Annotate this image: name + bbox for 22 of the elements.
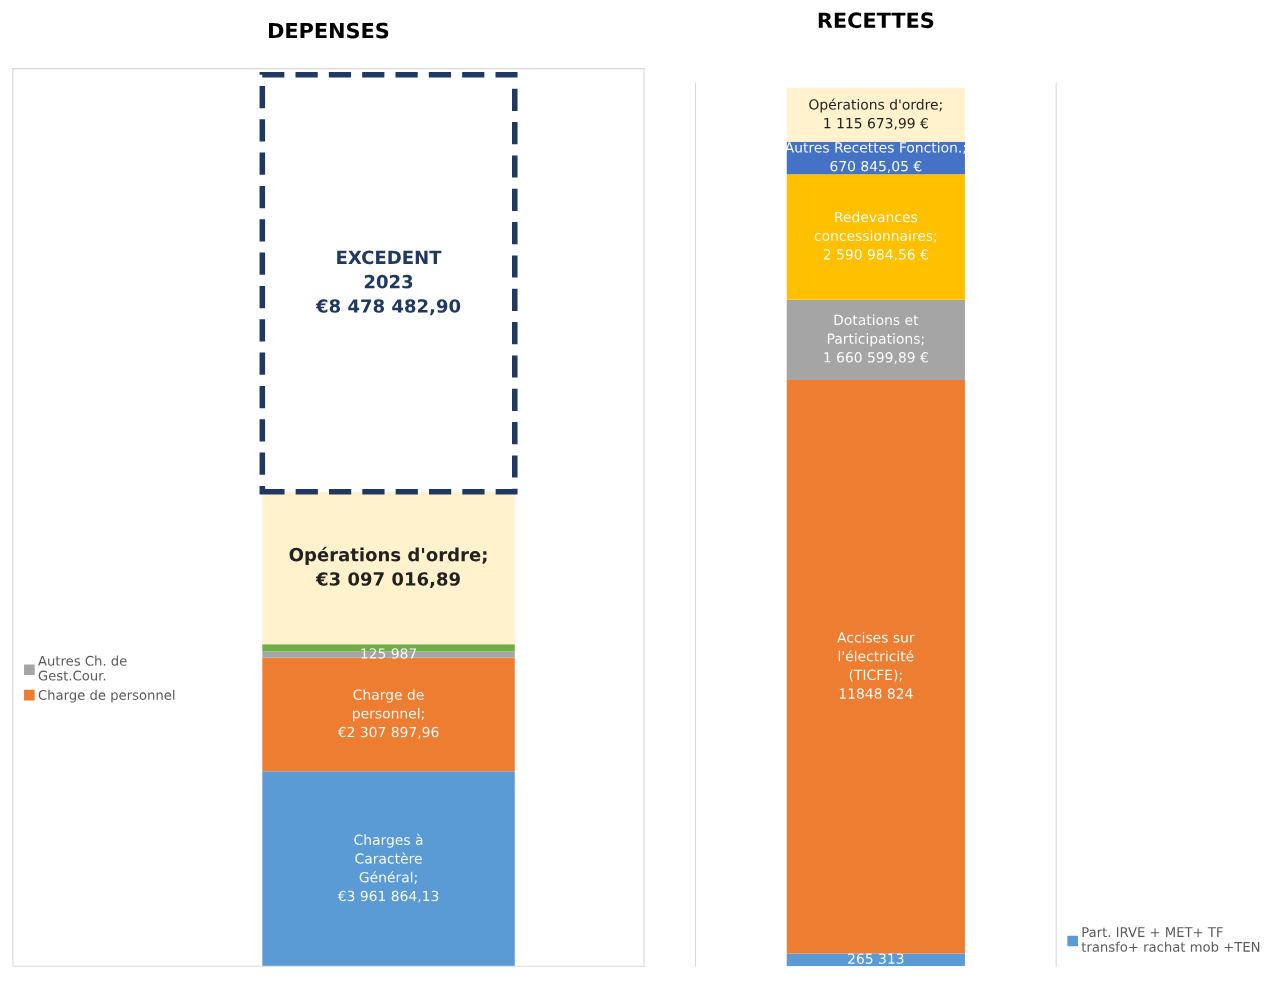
legend-label: Autres Ch. de Gest.Cour. [38, 655, 127, 681]
data-label: Charge de personnel; €2 307 897,96 [337, 689, 439, 739]
data-label: Accises sur l'électricité (TICFE); 11848 824 [837, 631, 915, 699]
bar [786, 87, 965, 142]
bar [786, 174, 965, 300]
data-label: Dotations et Participations; 1 660 599,89 € [824, 314, 928, 364]
data-label: 265 313 [848, 953, 904, 964]
legend-label: Part. IRVE + MET+ TF transfo+ rachat mob +TEN [1081, 927, 1260, 952]
bar [786, 380, 965, 954]
legend-label: Charge de personnel [38, 689, 175, 703]
data-label: 125 987 [361, 648, 417, 659]
bar [786, 953, 965, 967]
data-label: Opérations d'ordre; €3 097 016,89 [289, 546, 487, 589]
bar [262, 771, 515, 967]
data-label: Charges à Caractère Général; €3 961 864,13 [337, 833, 439, 903]
bar [786, 299, 965, 380]
chart-title: RECETTES [818, 12, 934, 29]
data-label: Redevances concessionnaires; 2 590 984,56 € [814, 211, 937, 262]
chart-title: DEPENSES [269, 22, 389, 39]
data-label: EXCEDENT 2023 €8 478 482,90 [315, 250, 461, 316]
data-label: Opérations d'ordre; 1 115 673,99 € [809, 98, 942, 130]
bar [262, 657, 515, 772]
